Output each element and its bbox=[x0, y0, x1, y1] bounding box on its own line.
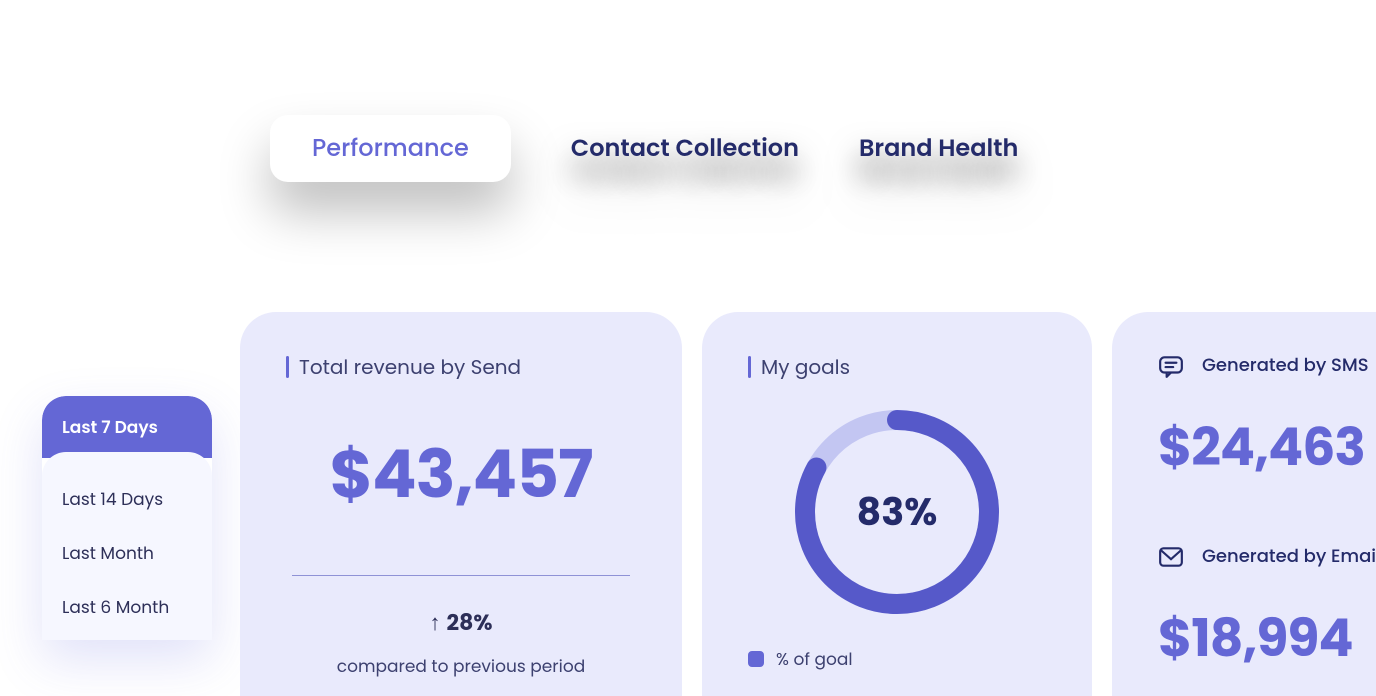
card-title-bar-icon bbox=[286, 356, 289, 378]
tab-performance[interactable]: Performance bbox=[270, 115, 511, 182]
generated-email-row: Generated by Emails bbox=[1158, 543, 1376, 570]
date-range-option[interactable]: Last Month bbox=[42, 526, 212, 580]
revenue-change-pct: 28% bbox=[447, 606, 493, 639]
date-range-picker: Last 7 Days Last 14 Days Last Month Last… bbox=[42, 396, 212, 640]
goals-card: My goals 83% % of goal bbox=[702, 312, 1092, 696]
goals-donut: 83% bbox=[787, 402, 1007, 622]
tab-label: Performance bbox=[312, 132, 469, 165]
revenue-value: $43,457 bbox=[286, 426, 636, 525]
date-range-options: Last 14 Days Last Month Last 6 Month bbox=[42, 452, 212, 640]
tab-brand-health[interactable]: Brand Health bbox=[859, 115, 1018, 182]
date-range-option[interactable]: Last 6 Month bbox=[42, 580, 212, 634]
revenue-change: ↑ 28% bbox=[286, 606, 636, 639]
date-range-option[interactable]: Last 14 Days bbox=[42, 472, 212, 526]
generated-sms-value: $24,463 bbox=[1158, 409, 1376, 487]
date-range-option-label: Last 14 Days bbox=[62, 487, 163, 511]
tab-label: Contact Collection bbox=[571, 132, 799, 165]
revenue-change-subtext: compared to previous period bbox=[286, 653, 636, 679]
legend-swatch-icon bbox=[748, 651, 764, 667]
divider bbox=[292, 575, 630, 576]
tab-label: Brand Health bbox=[859, 132, 1018, 165]
date-range-option-label: Last 6 Month bbox=[62, 595, 169, 619]
goals-legend: % of goal bbox=[748, 646, 1046, 672]
date-range-selected[interactable]: Last 7 Days bbox=[42, 396, 212, 458]
card-title-bar-icon bbox=[748, 356, 751, 378]
generated-sms-row: Generated by SMS bbox=[1158, 352, 1376, 379]
arrow-up-icon: ↑ bbox=[430, 612, 441, 634]
generated-email-label: Generated by Emails bbox=[1202, 543, 1376, 570]
card-title-wrap: My goals bbox=[748, 352, 1046, 382]
legend-label: % of goal bbox=[776, 646, 853, 672]
goals-percent-label: 83% bbox=[787, 402, 1007, 622]
tab-bar: Performance Contact Collection Brand Hea… bbox=[270, 115, 1018, 182]
card-title: Total revenue by Send bbox=[299, 352, 521, 382]
generated-card: Generated by SMS $24,463 Generated by Em… bbox=[1112, 312, 1376, 696]
tab-contact-collection[interactable]: Contact Collection bbox=[571, 115, 799, 182]
card-title-wrap: Total revenue by Send bbox=[286, 352, 636, 382]
date-range-selected-label: Last 7 Days bbox=[62, 415, 158, 439]
revenue-card: Total revenue by Send $43,457 ↑ 28% comp… bbox=[240, 312, 682, 696]
card-title: My goals bbox=[761, 352, 850, 382]
sms-icon bbox=[1158, 353, 1184, 379]
generated-sms-label: Generated by SMS bbox=[1202, 352, 1369, 379]
date-range-option-label: Last Month bbox=[62, 541, 154, 565]
generated-email-value: $18,994 bbox=[1158, 600, 1376, 678]
email-icon bbox=[1158, 546, 1184, 568]
